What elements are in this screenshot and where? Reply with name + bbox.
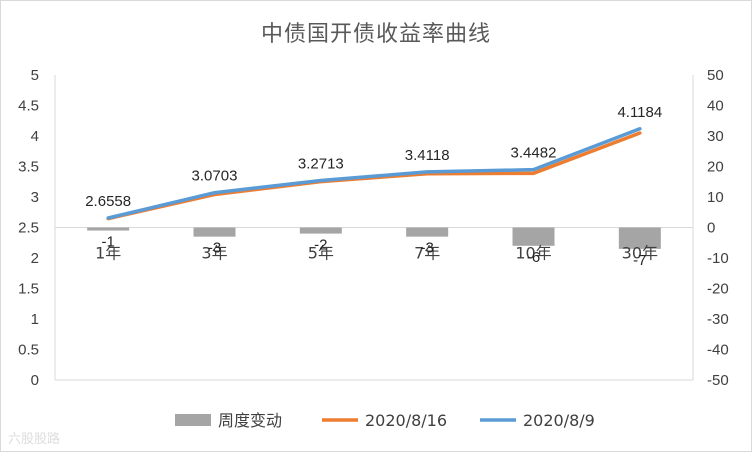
left-tick-label: 0.5 [18, 342, 39, 359]
bar-weekly-change [193, 227, 236, 237]
bar-data-label: -1 [101, 234, 114, 251]
bar-weekly-change [299, 227, 342, 234]
right-tick-label: -30 [707, 311, 729, 328]
bar-data-label: -6 [527, 249, 540, 266]
right-tick-label: 50 [707, 67, 724, 84]
right-tick-label: 30 [707, 128, 724, 145]
left-tick-label: 5 [31, 67, 39, 84]
legend-swatch-bar [175, 414, 211, 426]
left-tick-label: 3 [31, 189, 39, 206]
line-2020-8-9 [106, 127, 642, 220]
bar-weekly-change [618, 227, 661, 249]
chart-title: 中债国开债收益率曲线 [260, 22, 491, 47]
left-tick-label: 1.5 [18, 281, 39, 298]
right-tick-label: 20 [707, 159, 724, 176]
category-label: 10年 [515, 244, 551, 263]
bar-data-label: -3 [208, 240, 221, 257]
bar-weekly-change [87, 227, 130, 231]
line-data-label: 4.1184 [617, 104, 662, 121]
right-tick-label: -10 [707, 250, 729, 267]
category-label: 3年 [201, 244, 227, 263]
left-tick-label: 0 [31, 372, 39, 389]
bar-data-label: -7 [633, 252, 646, 269]
line-data-label: 2.6558 [85, 193, 131, 210]
left-tick-label: 4 [31, 128, 39, 145]
left-tick-label: 3.5 [18, 159, 39, 176]
right-tick-label: 40 [707, 98, 724, 115]
line-data-label: 3.4482 [511, 145, 557, 162]
left-tick-label: 4.5 [18, 98, 39, 115]
bar-data-label: -3 [420, 240, 433, 257]
legend-label: 2020/8/9 [523, 411, 595, 430]
category-label: 1年 [95, 244, 121, 263]
right-tick-label: -50 [707, 372, 729, 389]
category-label: 7年 [414, 244, 440, 263]
watermark-text: 六股股路 [8, 432, 61, 447]
category-label: 30年 [622, 244, 658, 263]
left-tick-label: 1 [31, 311, 39, 328]
right-tick-label: 10 [707, 189, 724, 206]
legend-label: 2020/8/16 [365, 411, 447, 430]
right-tick-label: -20 [707, 281, 729, 298]
legend-label: 周度变动 [218, 411, 282, 430]
line-data-label: 3.0703 [192, 168, 238, 185]
left-tick-label: 2.5 [18, 220, 39, 237]
right-tick-label: 0 [707, 220, 715, 237]
bar-data-label: -2 [314, 237, 327, 254]
line-data-label: 3.4118 [405, 147, 450, 164]
right-tick-label: -40 [707, 342, 729, 359]
bar-weekly-change [512, 227, 555, 246]
bar-weekly-change [406, 227, 449, 237]
category-label: 5年 [308, 244, 334, 263]
left-tick-label: 2 [31, 250, 39, 267]
line-data-label: 3.2713 [298, 155, 344, 172]
